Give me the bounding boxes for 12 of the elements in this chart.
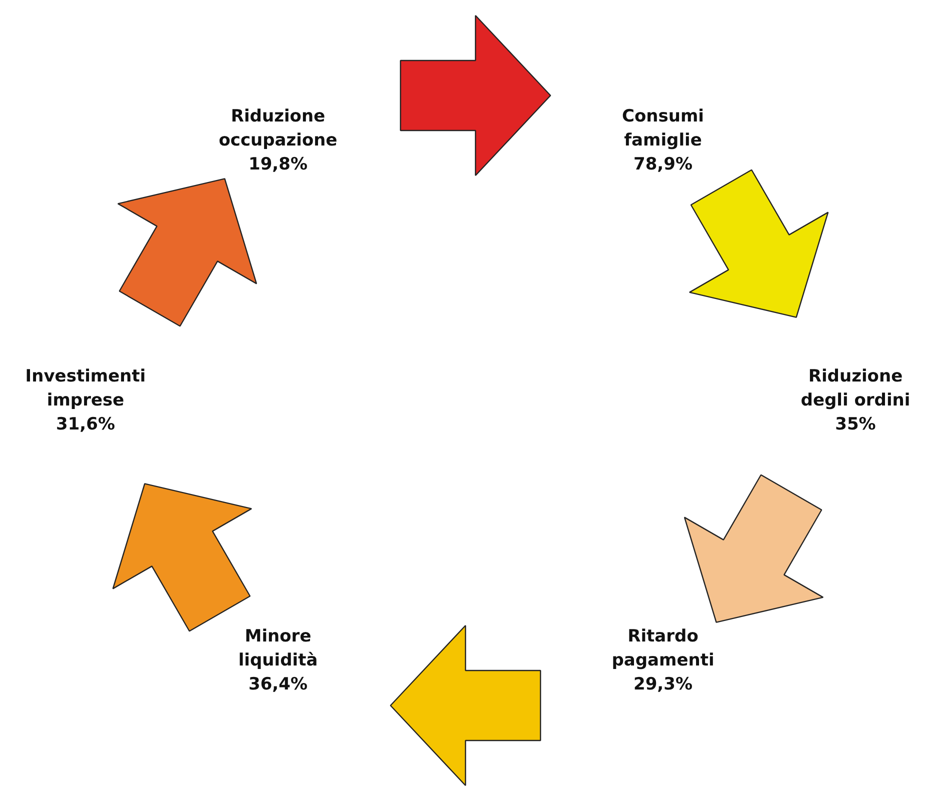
data-label: 19,8% bbox=[248, 154, 308, 175]
data-label: 35% bbox=[835, 414, 876, 434]
category-label: Ritardo pagamenti bbox=[612, 626, 714, 670]
data-label: 36,4% bbox=[248, 674, 308, 694]
data-label: 31,6% bbox=[56, 414, 115, 434]
data-label: 29,3% bbox=[634, 674, 692, 694]
category-label: Riduzione degli ordini bbox=[800, 366, 910, 410]
category-label: Consumi famiglie bbox=[622, 106, 704, 151]
category-label: Minore liquidità bbox=[238, 626, 318, 670]
category-label: Riduzione occupazione bbox=[218, 106, 338, 151]
category-label: Investimenti imprese bbox=[25, 366, 146, 410]
data-label: 78,9% bbox=[634, 154, 692, 175]
